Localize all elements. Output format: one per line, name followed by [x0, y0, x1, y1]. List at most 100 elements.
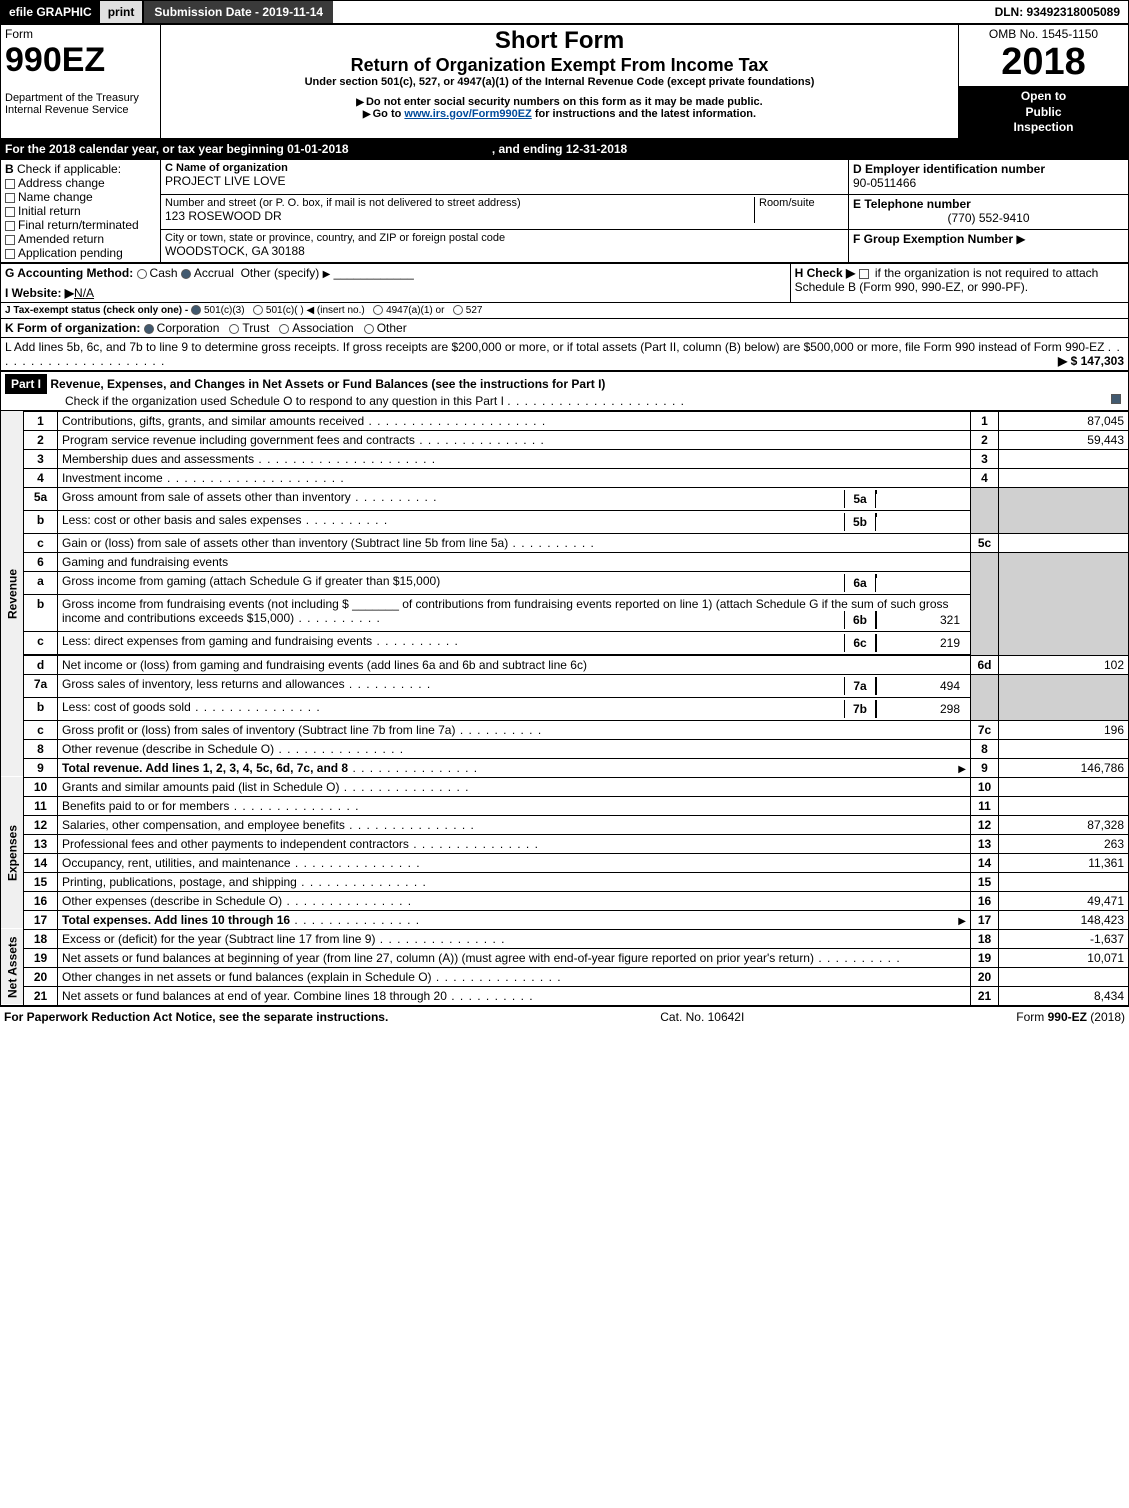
b-opt-0[interactable]: Address change [18, 176, 105, 190]
l6b-inner-val: 321 [876, 611, 966, 629]
submission-date: Submission Date - 2019-11-14 [144, 1, 333, 23]
l6-text: Gaming and fundraising events [62, 555, 228, 569]
l1-text: Contributions, gifts, grants, and simila… [62, 414, 364, 428]
l14-val: 11,361 [999, 853, 1129, 872]
l2-text: Program service revenue including govern… [62, 433, 415, 447]
k-trust[interactable]: Trust [242, 321, 269, 335]
l5a-text: Gross amount from sale of assets other t… [62, 490, 351, 504]
l5a-inner-box: 5a [844, 490, 876, 508]
f-label: F Group Exemption Number [853, 232, 1013, 246]
footer-mid: Cat. No. 10642I [660, 1010, 744, 1024]
l6b-inner-box: 6b [844, 611, 876, 629]
expenses-side-label: Expenses [1, 777, 24, 929]
l11-val [999, 796, 1129, 815]
l4-text: Investment income [62, 471, 163, 485]
l17-val: 148,423 [999, 910, 1129, 929]
b-opt-3[interactable]: Final return/terminated [18, 218, 139, 232]
l7a-text: Gross sales of inventory, less returns a… [62, 677, 345, 691]
l1-no: 1 [24, 411, 58, 430]
l19-val: 10,071 [999, 948, 1129, 967]
l8-text: Other revenue (describe in Schedule O) [62, 742, 274, 756]
l1-val: 87,045 [999, 411, 1129, 430]
l4-val [999, 468, 1129, 487]
l16-val: 49,471 [999, 891, 1129, 910]
l13-no: 13 [24, 834, 58, 853]
top-bar: efile GRAPHIC print Submission Date - 20… [0, 0, 1129, 24]
street-label: Number and street (or P. O. box, if mail… [165, 197, 754, 209]
l10-box: 10 [971, 777, 999, 796]
tax-year: 2018 [963, 41, 1124, 84]
k-corp[interactable]: Corporation [157, 321, 220, 335]
l5b-inner-box: 5b [844, 513, 876, 531]
l1-box: 1 [971, 411, 999, 430]
l21-box: 21 [971, 986, 999, 1005]
l15-val [999, 872, 1129, 891]
l6a-inner-val [876, 574, 966, 578]
g-accrual[interactable]: Accrual [194, 266, 234, 280]
revenue-side-label: Revenue [1, 411, 24, 777]
warn2-suffix: for instructions and the latest informat… [532, 108, 756, 120]
k-other[interactable]: Other [377, 321, 407, 335]
box-b: B Check if applicable: Address change Na… [1, 159, 161, 262]
title-short: Short Form [165, 27, 954, 55]
l2-no: 2 [24, 430, 58, 449]
b-opt-1[interactable]: Name change [18, 190, 93, 204]
l16-no: 16 [24, 891, 58, 910]
l19-no: 19 [24, 948, 58, 967]
g-cash[interactable]: Cash [150, 266, 178, 280]
city-value: WOODSTOCK, GA 30188 [165, 244, 844, 258]
l12-val: 87,328 [999, 815, 1129, 834]
city-label: City or town, state or province, country… [165, 232, 844, 244]
omb-label: OMB No. 1545-1150 [963, 27, 1124, 41]
l10-val [999, 777, 1129, 796]
b-opt-4[interactable]: Amended return [18, 232, 104, 246]
room-label: Room/suite [759, 197, 844, 209]
part1-title: Revenue, Expenses, and Changes in Net As… [50, 377, 605, 391]
l17-no: 17 [24, 910, 58, 929]
l18-no: 18 [24, 929, 58, 948]
l17-box: 17 [971, 910, 999, 929]
l8-val [999, 739, 1129, 758]
print-button[interactable]: print [100, 1, 145, 23]
efile-button[interactable]: efile GRAPHIC [1, 1, 100, 23]
l2-val: 59,443 [999, 430, 1129, 449]
l21-val: 8,434 [999, 986, 1129, 1005]
l16-text: Other expenses (describe in Schedule O) [62, 894, 282, 908]
b-opt-2[interactable]: Initial return [18, 204, 81, 218]
l14-box: 14 [971, 853, 999, 872]
l5b-text: Less: cost or other basis and sales expe… [62, 513, 301, 527]
part1-header: Part I Revenue, Expenses, and Changes in… [0, 371, 1129, 411]
d-label: D Employer identification number [853, 162, 1124, 176]
f-arrow: ▶ [1016, 232, 1025, 246]
period-end: , and ending 12-31-2018 [492, 142, 627, 156]
g-other[interactable]: Other (specify) [241, 266, 320, 280]
l7b-inner-box: 7b [844, 700, 876, 718]
header-table: Form 990EZ Department of the Treasury In… [0, 24, 1129, 139]
l21-text: Net assets or fund balances at end of ye… [62, 989, 447, 1003]
b-opt-5[interactable]: Application pending [18, 246, 123, 260]
l4-box: 4 [971, 468, 999, 487]
c-name-label: C Name of organization [165, 162, 844, 174]
l7c-box: 7c [971, 720, 999, 739]
footer-right: Form 990-EZ (2018) [1016, 1010, 1125, 1024]
l10-text: Grants and similar amounts paid (list in… [62, 780, 339, 794]
l11-text: Benefits paid to or for members [62, 799, 229, 813]
lines-table: Revenue 1 Contributions, gifts, grants, … [0, 411, 1129, 1006]
open-l1: Open to [963, 89, 1124, 105]
l7b-no: b [24, 697, 58, 720]
k-assoc[interactable]: Association [292, 321, 353, 335]
identity-block: B Check if applicable: Address change Na… [0, 159, 1129, 263]
l6a-no: a [24, 571, 58, 594]
l8-no: 8 [24, 739, 58, 758]
l6a-text: Gross income from gaming (attach Schedul… [62, 574, 440, 588]
form-label: Form [5, 27, 156, 41]
l7b-text: Less: cost of goods sold [62, 700, 191, 714]
l3-text: Membership dues and assessments [62, 452, 254, 466]
l16-box: 16 [971, 891, 999, 910]
warn2-prefix: Go to [373, 108, 405, 120]
irs-link[interactable]: www.irs.gov/Form990EZ [404, 108, 531, 120]
l15-text: Printing, publications, postage, and shi… [62, 875, 297, 889]
l10-no: 10 [24, 777, 58, 796]
open-l2: Public [963, 105, 1124, 121]
title-main: Return of Organization Exempt From Incom… [165, 55, 954, 76]
